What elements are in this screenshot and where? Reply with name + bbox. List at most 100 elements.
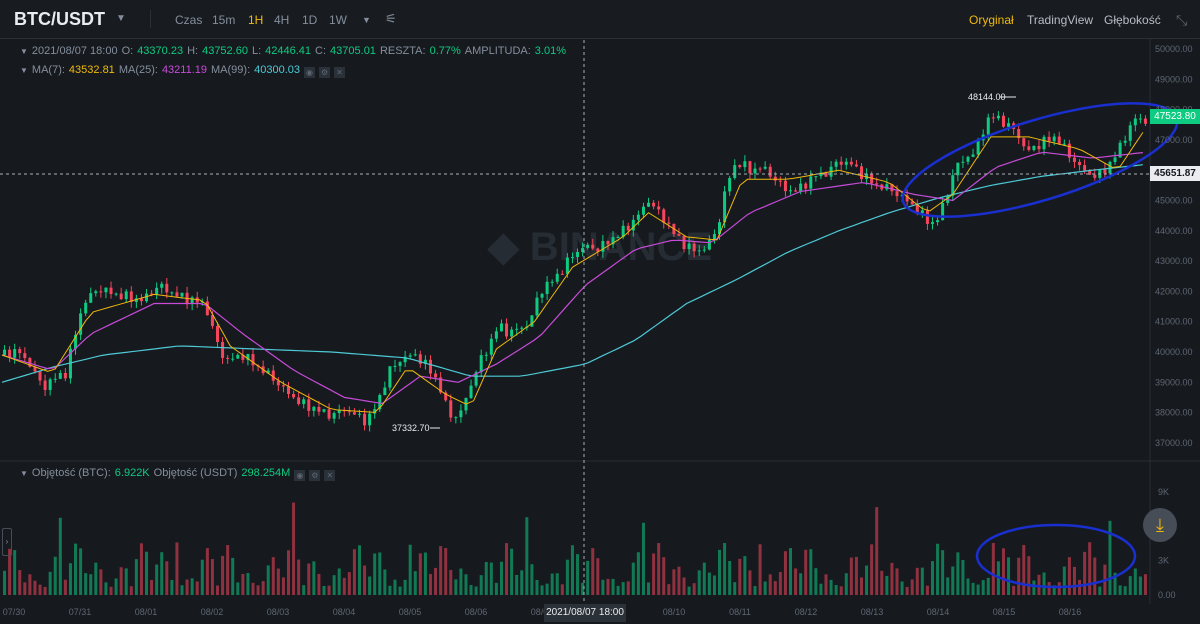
candle-body: [165, 283, 169, 293]
view-original[interactable]: Oryginał: [969, 13, 1014, 27]
candle-body: [449, 400, 453, 418]
candle-body: [459, 410, 463, 418]
interval-4h[interactable]: 4H: [274, 13, 290, 27]
candle-body: [662, 209, 666, 223]
eye-icon[interactable]: ◉: [304, 67, 316, 78]
volume-bar: [48, 571, 52, 595]
volume-bar: [170, 579, 174, 595]
volume-bar: [915, 567, 919, 595]
sidebar-toggle-button[interactable]: ›: [2, 528, 12, 556]
candle-body: [966, 156, 970, 162]
collapse-ma-icon[interactable]: ▼: [20, 66, 28, 75]
volume-bar: [956, 552, 960, 595]
candle-body: [216, 325, 220, 342]
more-intervals-icon[interactable]: ▼: [362, 15, 371, 25]
pair-title[interactable]: BTC/USDT: [14, 9, 105, 29]
candle-body: [525, 326, 529, 328]
settings-icon[interactable]: ⚙: [319, 67, 331, 78]
interval-15m[interactable]: 15m: [212, 13, 236, 27]
volume-bar: [38, 584, 42, 595]
volume-bar: [84, 573, 88, 595]
volume-bar: [332, 575, 336, 595]
volume-bar: [565, 559, 569, 595]
candle-body: [1032, 145, 1036, 150]
volume-bar: [398, 586, 402, 595]
close-icon[interactable]: ✕: [334, 67, 346, 78]
volume-bar: [1042, 572, 1046, 595]
candle-body: [778, 180, 782, 182]
volume-bar: [1012, 585, 1016, 595]
volume-bar: [545, 583, 549, 595]
interval-1d[interactable]: 1D: [302, 13, 318, 27]
view-tradingview[interactable]: TradingView: [1027, 13, 1094, 27]
volume-bar: [641, 522, 645, 595]
candle-body: [946, 195, 950, 203]
volume-bar: [287, 550, 290, 595]
volume-bar: [839, 586, 843, 595]
volume-bar: [393, 579, 397, 595]
download-button[interactable]: ⤓: [1143, 508, 1177, 542]
settings-sliders-icon[interactable]: ⚟: [385, 11, 397, 26]
y-tick-label: 43000.00: [1155, 256, 1193, 266]
crosshair-price-tag: 45651.87: [1150, 166, 1200, 181]
volume-bar: [241, 573, 245, 595]
volume-bar: [621, 582, 625, 595]
x-tick-label: 07/31: [69, 607, 92, 617]
volume-bar: [3, 570, 7, 595]
hand-drawn-ellipse-volume: [975, 523, 1137, 589]
candle-body: [956, 162, 960, 176]
volume-bar: [444, 548, 448, 595]
collapse-vol-icon[interactable]: ▼: [20, 469, 28, 478]
divider: [150, 10, 151, 28]
y-tick-label: 42000.00: [1155, 286, 1193, 296]
expand-icon[interactable]: ⤡: [1176, 12, 1188, 28]
x-tick-label: 07/30: [3, 607, 26, 617]
vol-eye-icon[interactable]: ◉: [294, 470, 306, 481]
volume-bar: [652, 553, 656, 595]
volume-bar: [479, 575, 483, 595]
volume-bar: [814, 568, 818, 595]
candle-body: [53, 378, 57, 380]
view-depth[interactable]: Głębokość: [1104, 13, 1161, 27]
y-tick-label: 41000.00: [1155, 317, 1193, 327]
vol-close-icon[interactable]: ✕: [324, 470, 336, 481]
candle-body: [920, 210, 924, 214]
candle-body: [768, 166, 772, 177]
interval-1h[interactable]: 1H: [248, 13, 264, 27]
candle-body: [586, 244, 590, 248]
candle-body: [971, 154, 975, 157]
collapse-icon[interactable]: ▼: [20, 47, 28, 56]
vol-settings-icon[interactable]: ⚙: [309, 470, 321, 481]
volume-bar: [783, 551, 787, 595]
volume-bar: [576, 554, 580, 595]
candle-body: [337, 410, 341, 414]
candle-body: [1118, 142, 1122, 158]
volume-bar: [611, 578, 615, 595]
volume-bar: [753, 586, 757, 595]
change-value: 0.77%: [429, 45, 461, 57]
volume-bar: [210, 559, 214, 595]
volume-bar: [738, 558, 742, 595]
ma25-line: [1, 151, 1143, 405]
candle-body: [925, 210, 929, 224]
open-value: 43370.23: [137, 45, 184, 57]
candle-body: [190, 297, 194, 305]
candle-body: [129, 291, 133, 302]
candle-body: [839, 161, 843, 165]
volume-bar: [601, 579, 605, 595]
candle-body: [43, 380, 47, 390]
candle-body: [388, 366, 392, 388]
candle-body: [601, 241, 605, 252]
candle-body: [530, 315, 534, 327]
volume-bar: [1032, 580, 1036, 595]
candle-body: [936, 220, 940, 223]
volume-bar: [327, 585, 331, 595]
interval-1w[interactable]: 1W: [329, 13, 347, 27]
x-tick-label: 08/01: [135, 607, 158, 617]
candle-body: [373, 409, 377, 414]
volume-bar: [895, 568, 899, 595]
pair-dropdown-icon[interactable]: ▼: [116, 13, 126, 24]
volume-bar: [373, 553, 377, 595]
candle-body: [89, 293, 93, 303]
